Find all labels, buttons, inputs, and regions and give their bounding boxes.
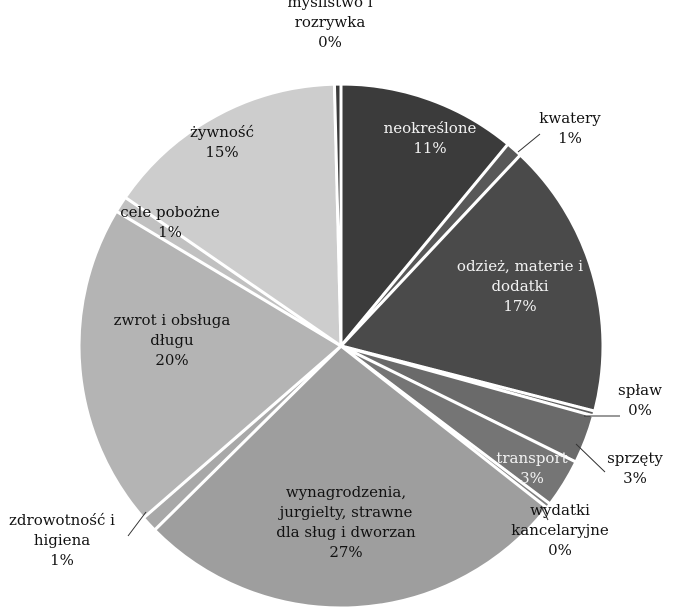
slice-name-label: odzież, materie i bbox=[457, 257, 583, 275]
slice-value-label: 0% bbox=[318, 33, 342, 51]
slice-label: wynagrodzenia, jurgielty, strawne dla sług… bbox=[276, 483, 416, 561]
slice-label: myślistwo i rozrywka 0% bbox=[287, 0, 372, 51]
slice-name-label: jurgielty, strawne bbox=[278, 503, 413, 521]
slice-label: zwrot i obsługa długu 20% bbox=[114, 311, 231, 369]
slice-label: odzież, materie i dodatki 17% bbox=[457, 257, 583, 315]
slice-name-label: rozrywka bbox=[295, 13, 366, 31]
slice-value-label: 0% bbox=[628, 401, 652, 419]
slice-name-label: spław bbox=[618, 381, 662, 399]
slice-label: kwatery 1% bbox=[539, 109, 601, 147]
slice-value-label: 0% bbox=[548, 541, 572, 559]
slice-label: sprzęty 3% bbox=[607, 449, 663, 487]
slice-value-label: 20% bbox=[155, 351, 188, 369]
slice-value-label: 11% bbox=[413, 139, 446, 157]
slice-label: żywność 15% bbox=[190, 123, 254, 161]
slice-name-label: zdrowotność i bbox=[9, 511, 115, 529]
slice-name-label: długu bbox=[150, 331, 194, 349]
slice-name-label: wydatki bbox=[530, 501, 590, 519]
slice-name-label: transport bbox=[496, 449, 567, 467]
slice-value-label: 1% bbox=[558, 129, 582, 147]
slice-name-label: dla sług i dworzan bbox=[276, 523, 416, 541]
slice-name-label: wynagrodzenia, bbox=[286, 483, 406, 501]
slice-name-label: cele pobożne bbox=[120, 203, 220, 221]
pie-slice bbox=[338, 152, 605, 413]
slice-value-label: 1% bbox=[158, 223, 182, 241]
slice-label: zdrowotność i higiena 1% bbox=[9, 511, 115, 569]
leader-line bbox=[517, 133, 541, 153]
slice-name-label: zwrot i obsługa bbox=[114, 311, 231, 329]
leader-line bbox=[540, 505, 549, 521]
pie-slice bbox=[123, 82, 343, 349]
leader-line bbox=[127, 511, 147, 537]
slice-name-label: żywność bbox=[190, 123, 254, 141]
pie-slice bbox=[77, 209, 344, 521]
slice-label: cele pobożne 1% bbox=[120, 203, 220, 241]
slice-value-label: 15% bbox=[205, 143, 238, 161]
pie-slice bbox=[332, 82, 343, 347]
slice-name-label: kwatery bbox=[539, 109, 601, 127]
slice-value-label: 1% bbox=[50, 551, 74, 569]
slice-value-label: 3% bbox=[520, 469, 544, 487]
slice-value-label: 17% bbox=[503, 297, 536, 315]
pie-slice bbox=[339, 82, 511, 351]
leader-line bbox=[575, 443, 606, 473]
slice-label: transport 3% bbox=[496, 449, 567, 487]
slice-name-label: kancelaryjne bbox=[511, 521, 609, 539]
slice-label: wydatki kancelaryjne 0% bbox=[511, 501, 609, 559]
slice-name-label: neokreślone bbox=[384, 119, 477, 137]
slice-label: neokreślone 11% bbox=[384, 119, 477, 157]
slice-value-label: 27% bbox=[329, 543, 362, 561]
slice-name-label: sprzęty bbox=[607, 449, 663, 467]
slice-name-label: myślistwo i bbox=[287, 0, 372, 11]
slice-name-label: higiena bbox=[34, 531, 90, 549]
slice-name-label: dodatki bbox=[491, 277, 548, 295]
pie-slice bbox=[152, 344, 550, 610]
slice-value-label: 3% bbox=[623, 469, 647, 487]
slice-label: spław 0% bbox=[618, 381, 662, 419]
